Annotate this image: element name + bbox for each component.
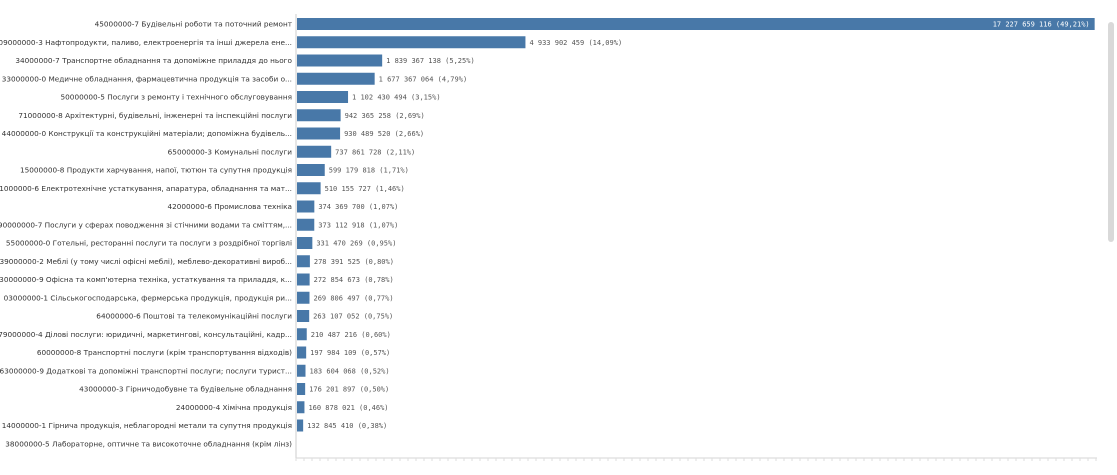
bar[interactable]: [297, 273, 310, 286]
category-label: 79000000-4 Ділові послуги: юридичні, мар…: [0, 330, 292, 339]
bar[interactable]: [297, 164, 325, 176]
data-label: 160 878 021 (0,46%): [308, 404, 388, 412]
data-label: 1 839 367 138 (5,25%): [386, 57, 475, 65]
category-label: 39000000-2 Меблі (у тому числі офісні ме…: [0, 257, 292, 266]
data-label: 4 933 902 459 (14,09%): [529, 39, 622, 47]
bar[interactable]: [297, 255, 310, 268]
category-label: 65000000-3 Комунальні послуги: [168, 147, 293, 156]
category-label: 30000000-9 Офісна та комп'ютерна техніка…: [0, 275, 292, 284]
bar[interactable]: [297, 109, 341, 122]
data-label: 269 806 497 (0,77%): [313, 294, 393, 302]
category-label: 42000000-6 Промислова техніка: [167, 202, 292, 211]
data-label: 1 677 367 064 (4,79%): [379, 75, 468, 83]
bar[interactable]: [297, 127, 341, 140]
category-label: 33000000-0 Медичне обладнання, фармацевт…: [2, 74, 292, 83]
data-label: 374 369 700 (1,07%): [318, 203, 398, 211]
bar[interactable]: [297, 328, 307, 341]
data-label: 942 365 258 (2,69%): [345, 112, 425, 120]
data-label: 183 604 068 (0,52%): [310, 367, 390, 375]
category-label: 43000000-3 Гірничодобувне та будівельне …: [79, 385, 292, 394]
data-label: 510 155 727 (1,46%): [325, 185, 405, 193]
bar[interactable]: [297, 310, 310, 322]
data-label: 132 845 410 (0,38%): [307, 422, 387, 430]
category-label: 45000000-7 Будівельні роботи та поточний…: [95, 20, 293, 29]
data-label: 373 112 918 (1,07%): [318, 221, 398, 229]
data-label: 278 391 525 (0,80%): [314, 258, 394, 266]
vertical-scrollbar[interactable]: [1108, 22, 1114, 242]
category-label: 24000000-4 Хімічна продукція: [176, 403, 292, 412]
category-label: 60000000-8 Транспортні послуги (крім тра…: [37, 348, 292, 357]
bar[interactable]: [297, 237, 313, 249]
bar[interactable]: [297, 36, 526, 49]
data-label: 1 102 430 494 (3,15%): [352, 94, 441, 102]
category-label: 55000000-0 Готельні, ресторанні послуги …: [6, 239, 292, 248]
category-label: 38000000-5 Лабораторне, оптичне та висок…: [5, 439, 292, 448]
bar[interactable]: [297, 91, 349, 103]
category-label: 71000000-8 Архітектурні, будівельні, інж…: [18, 111, 292, 120]
bar[interactable]: [297, 419, 304, 432]
bar[interactable]: [297, 364, 306, 377]
category-label: 31000000-6 Електротехнічне устаткування,…: [0, 184, 292, 193]
data-label: 737 861 728 (2,11%): [335, 148, 415, 156]
data-label: 17 227 659 116 (49,21%): [993, 21, 1090, 29]
category-label: 90000000-7 Послуги у сферах поводження з…: [0, 220, 292, 229]
bar[interactable]: [297, 182, 321, 195]
bar[interactable]: [297, 54, 383, 67]
bar[interactable]: [297, 145, 332, 158]
data-label: 176 201 897 (0,50%): [309, 386, 389, 394]
category-label: 34000000-7 Транспортне обладнання та доп…: [15, 56, 292, 65]
category-label: 03000000-1 Сільськогосподарська, фермерс…: [4, 293, 292, 302]
bar[interactable]: [297, 346, 307, 359]
data-label: 210 487 216 (0,60%): [311, 331, 391, 339]
category-label: 44000000-0 Конструкції та конструкційні …: [2, 129, 292, 138]
bar[interactable]: [297, 401, 305, 414]
bar[interactable]: [297, 18, 1095, 30]
bar[interactable]: [297, 72, 375, 85]
data-label: 272 854 673 (0,78%): [314, 276, 394, 284]
data-label: 197 984 109 (0,57%): [310, 349, 390, 357]
bar[interactable]: [297, 383, 306, 395]
data-label: 331 470 269 (0,95%): [316, 240, 396, 248]
bar[interactable]: [297, 218, 315, 231]
header-strip: [0, 0, 1117, 8]
data-label: 599 179 818 (1,71%): [329, 167, 409, 175]
category-label: 50000000-5 Послуги з ремонту і технічног…: [61, 93, 292, 102]
bar[interactable]: [297, 200, 315, 213]
data-label: 263 107 052 (0,75%): [313, 313, 393, 321]
bar[interactable]: [297, 291, 310, 304]
category-label: 63000000-9 Додаткові та допоміжні трансп…: [0, 366, 292, 375]
data-label: 930 489 520 (2,66%): [344, 130, 424, 138]
category-label: 09000000-3 Нафтопродукти, паливо, електр…: [0, 38, 292, 47]
category-label: 15000000-8 Продукти харчування, напої, т…: [20, 166, 292, 175]
category-label: 64000000-6 Поштові та телекомунікаційні …: [96, 312, 292, 321]
category-label: 14000000-1 Гірнича продукція, неблагород…: [2, 421, 292, 430]
